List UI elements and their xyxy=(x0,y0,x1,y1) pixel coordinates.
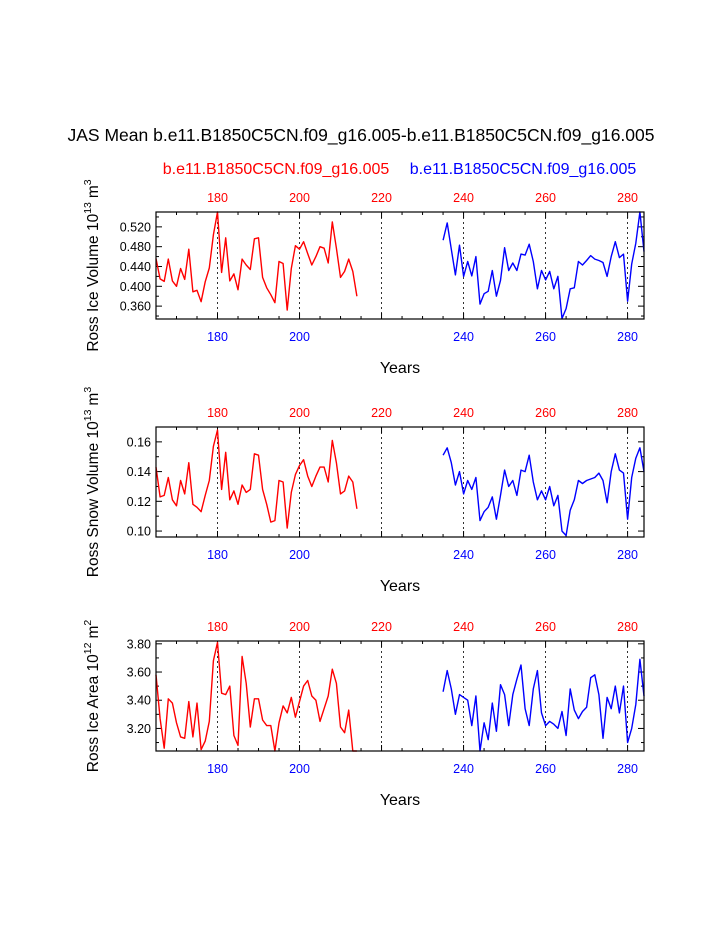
series-line-1 xyxy=(155,641,357,752)
y-axis-title-unit-exponent: 2 xyxy=(82,620,94,626)
series-line-2 xyxy=(442,211,645,320)
x-tick-label-top: 180 xyxy=(207,191,228,205)
legend-right-label: b.e11.B1850C5CN.f09_g16.005 xyxy=(410,161,637,178)
series-line-2 xyxy=(442,658,645,752)
y-tick-label: 0.520 xyxy=(120,220,151,234)
series-line-1 xyxy=(155,211,358,311)
x-axis-title: Years xyxy=(380,578,420,595)
x-tick-label-top: 260 xyxy=(535,620,556,634)
x-tick-label-bottom: 260 xyxy=(535,330,556,344)
x-tick-label-bottom: 260 xyxy=(535,762,556,776)
y-tick-label: 0.14 xyxy=(127,465,151,479)
chart-panel-1: 0.360 0.400 0.440 0.480 0.520 180 180 200 200 220… xyxy=(82,179,645,377)
plot-frame xyxy=(155,426,645,538)
x-tick-label-bottom: 200 xyxy=(289,548,310,562)
chart-panel-2: 0.10 0.12 0.14 0.16 180 180 200 200 220 240 240 260… xyxy=(82,387,645,595)
y-tick-label: 0.400 xyxy=(120,280,151,294)
plot-frame xyxy=(155,211,645,320)
legend-left-label: b.e11.B1850C5CN.f09_g16.005 xyxy=(163,161,390,178)
x-tick-label-bottom: 240 xyxy=(453,548,474,562)
x-tick-label-top: 260 xyxy=(535,191,556,205)
y-axis-title-unit: m xyxy=(85,393,102,406)
x-tick-label-top: 220 xyxy=(371,191,392,205)
y-axis-title-exponent: 12 xyxy=(82,642,94,654)
y-axis-title-main: Ross Ice Volume 10 xyxy=(85,213,102,351)
y-axis-title-exponent: 13 xyxy=(82,202,94,214)
chart-panel-3: 3.20 3.40 3.60 3.80 180 180 200 200 220 240 240 260… xyxy=(82,620,645,809)
x-tick-label-bottom: 240 xyxy=(453,762,474,776)
y-axis-title-unit: m xyxy=(85,185,102,198)
y-axis-title-exponent: 13 xyxy=(82,409,94,421)
x-tick-label-top: 240 xyxy=(453,191,474,205)
x-tick-label-top: 280 xyxy=(617,191,638,205)
figure-title: JAS Mean b.e11.B1850C5CN.f09_g16.005-b.e… xyxy=(68,125,655,146)
x-axis-title: Years xyxy=(380,360,420,377)
x-tick-label-top: 200 xyxy=(289,191,310,205)
y-axis-title-unit: m xyxy=(85,626,102,639)
x-axis-title: Years xyxy=(380,792,420,809)
x-tick-label-bottom: 180 xyxy=(207,762,228,776)
y-axis-title-main: Ross Ice Area 10 xyxy=(85,654,102,772)
x-tick-label-bottom: 260 xyxy=(535,548,556,562)
y-tick-label: 3.20 xyxy=(127,722,151,736)
x-tick-label-bottom: 200 xyxy=(289,762,310,776)
y-axis-title: Ross Ice Volume 1013 m3 xyxy=(82,179,102,351)
y-tick-label: 0.480 xyxy=(120,240,151,254)
series-line-2 xyxy=(442,447,645,537)
x-tick-label-top: 220 xyxy=(371,620,392,634)
x-tick-label-top: 180 xyxy=(207,406,228,420)
x-tick-label-bottom: 240 xyxy=(453,330,474,344)
x-tick-label-top: 180 xyxy=(207,620,228,634)
x-tick-label-top: 260 xyxy=(535,406,556,420)
x-tick-label-bottom: 180 xyxy=(207,548,228,562)
x-tick-label-top: 200 xyxy=(289,406,310,420)
y-tick-label: 3.40 xyxy=(127,694,151,708)
x-tick-label-top: 220 xyxy=(371,406,392,420)
y-tick-label: 0.360 xyxy=(120,300,151,314)
y-axis-title-unit-exponent: 3 xyxy=(82,179,94,185)
x-tick-label-bottom: 280 xyxy=(617,762,638,776)
y-tick-label: 0.12 xyxy=(127,495,151,509)
series-line-1 xyxy=(155,429,358,529)
x-tick-label-bottom: 200 xyxy=(289,330,310,344)
y-axis-title-unit-exponent: 3 xyxy=(82,387,94,393)
x-tick-label-bottom: 280 xyxy=(617,330,638,344)
x-tick-label-top: 240 xyxy=(453,620,474,634)
x-tick-label-top: 280 xyxy=(617,406,638,420)
y-axis-title: Ross Snow Volume 1013 m3 xyxy=(82,387,102,578)
x-tick-label-bottom: 280 xyxy=(617,548,638,562)
y-tick-label: 3.80 xyxy=(127,637,151,651)
y-axis-title-main: Ross Snow Volume 10 xyxy=(85,421,102,577)
y-tick-label: 0.440 xyxy=(120,260,151,274)
x-tick-label-top: 240 xyxy=(453,406,474,420)
x-tick-label-top: 280 xyxy=(617,620,638,634)
plot-frame xyxy=(155,640,645,752)
x-tick-label-top: 200 xyxy=(289,620,310,634)
chart-panels: 0.3600.4000.4400.4800.520180180200200220… xyxy=(82,179,645,809)
y-tick-label: 0.16 xyxy=(127,435,151,449)
x-tick-label-bottom: 180 xyxy=(207,330,228,344)
y-tick-label: 3.60 xyxy=(127,666,151,680)
y-axis-title: Ross Ice Area 1012 m2 xyxy=(82,620,102,773)
y-tick-label: 0.10 xyxy=(127,525,151,539)
